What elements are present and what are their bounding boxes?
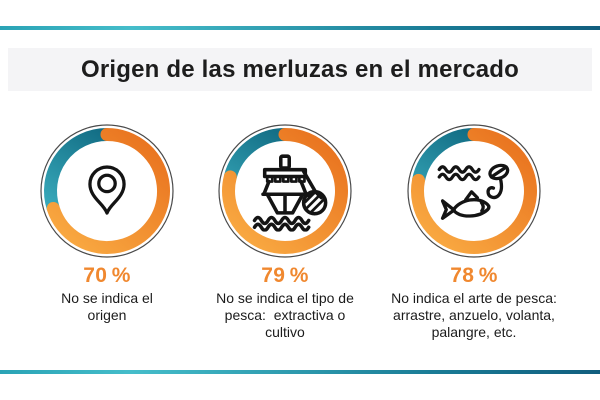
top-accent-rule [0, 26, 600, 30]
donut-chart-fishing-gear [404, 121, 544, 261]
percent-value-origin: 70 % [83, 264, 131, 287]
fishing-boat-icon [252, 154, 328, 232]
donut-ring-fishing-type [218, 124, 352, 258]
donut-chart-fishing-type [215, 121, 355, 261]
description-fishing-gear: No indica el arte de pesca: arrastre, an… [391, 290, 557, 341]
location-pin-icon [88, 165, 126, 215]
donut-ring-fishing-gear [407, 124, 541, 258]
page-title: Origen de las merluzas en el mercado [80, 55, 520, 83]
donut-arc-remainder [412, 128, 475, 182]
donut-arc-value [411, 128, 537, 254]
donut-chart-origin [37, 121, 177, 261]
percent-value-fishing-type: 79 % [261, 264, 309, 287]
donut-arc-value [46, 128, 170, 254]
donut-outline-circle [40, 124, 174, 258]
donut-card-fishing-type: 79 % No se indica el tipo de pesca: extr… [196, 121, 374, 341]
donut-arc-remainder [223, 128, 286, 179]
description-origin: No se indica el origen [61, 290, 153, 324]
donut-card-fishing-gear: 78 % No indica el arte de pesca: arrastr… [374, 121, 574, 341]
description-fishing-type: No se indica el tipo de pesca: extractiv… [216, 290, 354, 341]
fish-and-hook-icon [437, 163, 510, 220]
donut-outline-circle [407, 124, 541, 258]
donut-cards-row: 70 % No se indica el origen 79 % No se i… [18, 121, 574, 341]
percent-value-fishing-gear: 78 % [450, 264, 498, 287]
donut-ring-origin [40, 124, 174, 258]
donut-arc-value [222, 128, 348, 254]
donut-outline-circle [218, 124, 352, 258]
donut-card-origin: 70 % No se indica el origen [18, 121, 196, 341]
title-band: Origen de las merluzas en el mercado [8, 48, 592, 91]
bottom-accent-rule [0, 370, 600, 374]
donut-arc-remainder [44, 128, 108, 211]
